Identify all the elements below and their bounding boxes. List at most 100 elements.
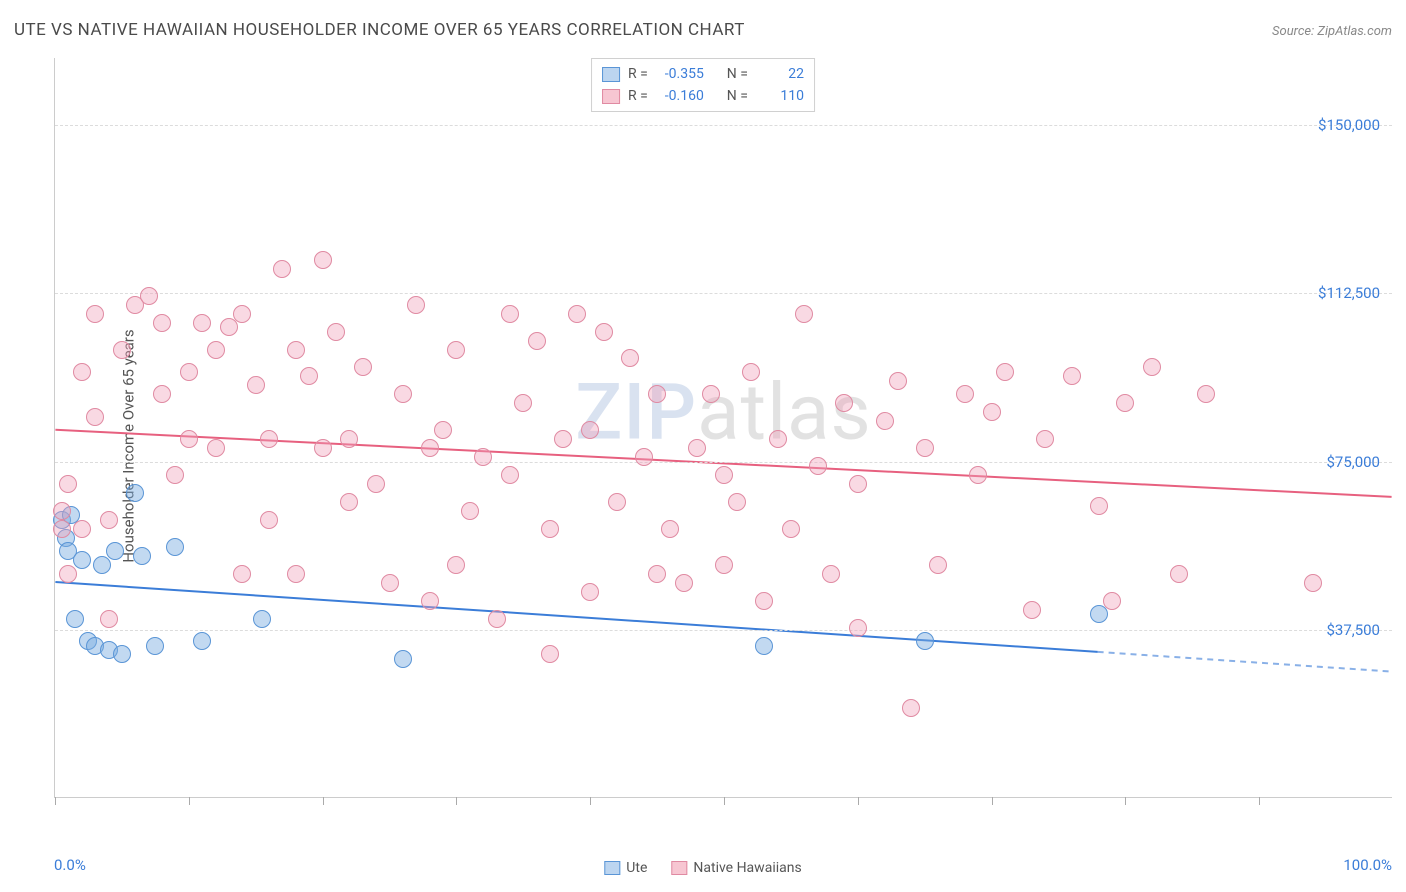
scatter-point bbox=[568, 305, 586, 323]
scatter-point bbox=[916, 632, 934, 650]
correlation-stats-box: R =-0.355 N =22R =-0.160 N =110 bbox=[591, 58, 815, 112]
scatter-point bbox=[260, 430, 278, 448]
scatter-point bbox=[621, 349, 639, 367]
scatter-point bbox=[916, 439, 934, 457]
scatter-point bbox=[260, 511, 278, 529]
y-tick-label: $150,000 bbox=[1318, 116, 1380, 134]
scatter-point bbox=[809, 457, 827, 475]
scatter-point bbox=[969, 466, 987, 484]
scatter-point bbox=[207, 341, 225, 359]
x-tick bbox=[456, 797, 457, 805]
scatter-point bbox=[73, 520, 91, 538]
stats-n-label: N = bbox=[727, 63, 748, 85]
trend-line bbox=[55, 430, 1391, 497]
scatter-point bbox=[153, 314, 171, 332]
scatter-point bbox=[581, 421, 599, 439]
x-tick bbox=[323, 797, 324, 805]
scatter-point bbox=[287, 341, 305, 359]
scatter-point bbox=[983, 403, 1001, 421]
y-tick-label: $37,500 bbox=[1326, 621, 1380, 639]
scatter-point bbox=[501, 305, 519, 323]
scatter-point bbox=[207, 439, 225, 457]
legend-swatch bbox=[671, 861, 687, 875]
stats-n-value: 110 bbox=[756, 85, 804, 107]
scatter-point bbox=[554, 430, 572, 448]
scatter-point bbox=[447, 556, 465, 574]
stats-row: R =-0.160 N =110 bbox=[602, 85, 804, 107]
scatter-point bbox=[126, 484, 144, 502]
scatter-point bbox=[106, 542, 124, 560]
scatter-point bbox=[193, 632, 211, 650]
scatter-point bbox=[53, 520, 71, 538]
scatter-point bbox=[59, 565, 77, 583]
scatter-point bbox=[889, 372, 907, 390]
plot-area: ZIPatlas $37,500$75,000$112,500$150,000 bbox=[54, 58, 1392, 798]
watermark: ZIPatlas bbox=[575, 367, 872, 458]
legend-item: Native Hawaiians bbox=[671, 860, 801, 876]
scatter-point bbox=[1103, 592, 1121, 610]
scatter-point bbox=[300, 367, 318, 385]
scatter-point bbox=[327, 323, 345, 341]
scatter-point bbox=[73, 551, 91, 569]
scatter-point bbox=[528, 332, 546, 350]
scatter-point bbox=[394, 385, 412, 403]
scatter-point bbox=[166, 466, 184, 484]
scatter-point bbox=[1170, 565, 1188, 583]
stats-n-value: 22 bbox=[756, 63, 804, 85]
scatter-point bbox=[233, 305, 251, 323]
scatter-point bbox=[849, 619, 867, 637]
scatter-point bbox=[595, 323, 613, 341]
scatter-point bbox=[434, 421, 452, 439]
scatter-point bbox=[795, 305, 813, 323]
x-tick bbox=[1259, 797, 1260, 805]
scatter-point bbox=[314, 251, 332, 269]
x-tick bbox=[590, 797, 591, 805]
scatter-point bbox=[996, 363, 1014, 381]
legend-item: Ute bbox=[604, 860, 647, 876]
x-tick bbox=[992, 797, 993, 805]
grid-line bbox=[55, 293, 1392, 294]
stats-n-label: N = bbox=[727, 85, 748, 107]
scatter-point bbox=[715, 466, 733, 484]
x-tick bbox=[858, 797, 859, 805]
scatter-point bbox=[1090, 605, 1108, 623]
stats-r-label: R = bbox=[628, 85, 648, 107]
scatter-point bbox=[902, 699, 920, 717]
scatter-point bbox=[247, 376, 265, 394]
scatter-point bbox=[849, 475, 867, 493]
grid-line bbox=[55, 462, 1392, 463]
scatter-point bbox=[59, 475, 77, 493]
scatter-point bbox=[140, 287, 158, 305]
scatter-point bbox=[702, 385, 720, 403]
grid-line bbox=[55, 630, 1392, 631]
scatter-point bbox=[1143, 358, 1161, 376]
scatter-point bbox=[394, 650, 412, 668]
scatter-point bbox=[133, 547, 151, 565]
scatter-point bbox=[166, 538, 184, 556]
scatter-point bbox=[769, 430, 787, 448]
stats-swatch bbox=[602, 89, 620, 104]
scatter-point bbox=[635, 448, 653, 466]
scatter-point bbox=[1116, 394, 1134, 412]
scatter-point bbox=[1036, 430, 1054, 448]
scatter-point bbox=[180, 430, 198, 448]
scatter-point bbox=[100, 610, 118, 628]
scatter-point bbox=[113, 341, 131, 359]
scatter-point bbox=[407, 296, 425, 314]
chart-title: UTE VS NATIVE HAWAIIAN HOUSEHOLDER INCOM… bbox=[14, 20, 745, 40]
scatter-point bbox=[581, 583, 599, 601]
y-tick-label: $75,000 bbox=[1326, 453, 1380, 471]
scatter-point bbox=[66, 610, 84, 628]
x-axis-max-label: 100.0% bbox=[1343, 856, 1392, 874]
chart-header: UTE VS NATIVE HAWAIIAN HOUSEHOLDER INCOM… bbox=[14, 20, 1392, 40]
legend-swatch bbox=[604, 861, 620, 875]
scatter-point bbox=[474, 448, 492, 466]
scatter-point bbox=[273, 260, 291, 278]
scatter-point bbox=[661, 520, 679, 538]
trend-line-extrapolated bbox=[1098, 652, 1392, 672]
x-tick bbox=[55, 797, 56, 805]
stats-r-label: R = bbox=[628, 63, 648, 85]
scatter-point bbox=[421, 592, 439, 610]
scatter-point bbox=[93, 556, 111, 574]
scatter-point bbox=[220, 318, 238, 336]
